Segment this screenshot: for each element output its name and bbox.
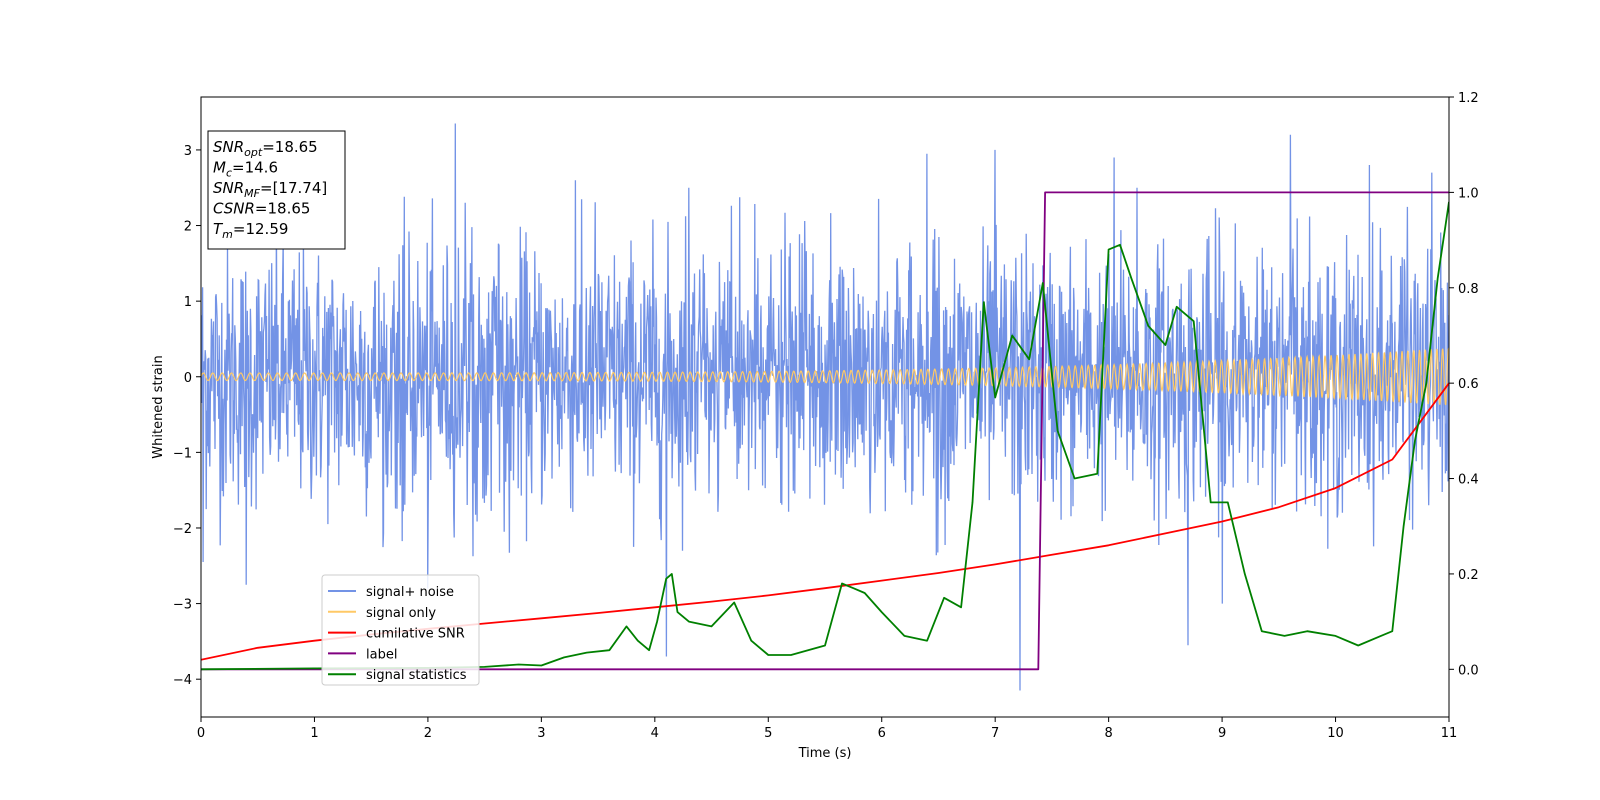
y-tick-label: −1 bbox=[173, 446, 192, 461]
annotation-subscript: c bbox=[226, 167, 232, 180]
x-axis-label: Time (s) bbox=[798, 746, 852, 761]
series-line-signal-statistics bbox=[201, 201, 1449, 671]
y2-tick-label: 0.2 bbox=[1458, 568, 1479, 583]
x-tick-label: 2 bbox=[424, 726, 432, 741]
annotation-symbol: SNR bbox=[213, 179, 244, 197]
annotation-value: =18.65 bbox=[262, 138, 318, 156]
series-line-label bbox=[201, 191, 1449, 671]
y2-tick-label: 0.0 bbox=[1458, 663, 1479, 678]
legend-frame bbox=[321, 574, 480, 686]
x-tick-label: 5 bbox=[764, 726, 772, 741]
legend-label: label bbox=[366, 647, 397, 662]
y-tick-label: −4 bbox=[173, 673, 192, 688]
y-axis-label: Whitened strain bbox=[151, 355, 166, 458]
annotation-value: =18.65 bbox=[255, 200, 311, 218]
annotation-symbol: SNR bbox=[213, 138, 244, 156]
x-tick-label: 1 bbox=[310, 726, 318, 741]
annotation-subscript: m bbox=[222, 228, 233, 241]
y2-tick-label: 1.2 bbox=[1458, 91, 1479, 106]
annotation-line: CSNR=18.65 bbox=[213, 200, 310, 218]
x-tick-label: 6 bbox=[878, 726, 886, 741]
x-tick-label: 3 bbox=[537, 726, 545, 741]
y-tick-label: 1 bbox=[184, 295, 192, 310]
legend-label: signal statistics bbox=[366, 668, 467, 683]
annotation-value: =[17.74] bbox=[260, 179, 327, 197]
y-tick-label: 0 bbox=[184, 371, 192, 386]
x-tick-label: 4 bbox=[651, 726, 659, 741]
x-axis: 0 1 2 3 4 5 6 7 8 9 10 11 bbox=[197, 717, 1457, 741]
annotation-box: SNRopt=18.65Mc=14.6SNRMF=[17.74]CSNR=18.… bbox=[207, 130, 346, 250]
y-tick-label: 2 bbox=[184, 220, 192, 235]
y-tick-label: −2 bbox=[173, 522, 192, 537]
x-tick-label: 0 bbox=[197, 726, 205, 741]
y-tick-label: −3 bbox=[173, 598, 192, 613]
x-tick-label: 11 bbox=[1441, 726, 1458, 741]
y2-tick-label: 0.4 bbox=[1458, 473, 1479, 488]
annotation-line: SNRopt=18.65 bbox=[213, 138, 318, 159]
annotation-line: Tm=12.59 bbox=[213, 220, 288, 241]
y2-tick-label: 1.0 bbox=[1458, 186, 1479, 201]
series-line-signal-only bbox=[201, 346, 1449, 406]
axes-frame bbox=[200, 96, 1450, 718]
legend: signal+ noise signal only cumilative SNR la… bbox=[321, 574, 480, 686]
annotation-subscript: MF bbox=[244, 187, 260, 200]
annotation-value: =12.59 bbox=[233, 220, 289, 238]
y-axis-right: 0.0 0.2 0.4 0.6 0.8 1.0 1.2 bbox=[1449, 91, 1479, 678]
y-tick-label: 3 bbox=[184, 144, 192, 159]
annotation-subscript: opt bbox=[244, 146, 263, 159]
y2-tick-label: 0.6 bbox=[1458, 377, 1479, 392]
annotation-symbol: M bbox=[213, 159, 226, 177]
x-tick-label: 9 bbox=[1218, 726, 1226, 741]
x-tick-label: 8 bbox=[1104, 726, 1112, 741]
legend-label: cumilative SNR bbox=[366, 627, 465, 642]
series-line-signal-noise bbox=[201, 123, 1449, 691]
annotation-value: =14.6 bbox=[232, 159, 278, 177]
annotation-symbol: T bbox=[213, 220, 224, 238]
y-axis-left: −4 −3 −2 −1 0 1 2 3 bbox=[173, 144, 201, 688]
x-tick-label: 10 bbox=[1327, 726, 1344, 741]
legend-label: signal+ noise bbox=[366, 585, 454, 600]
annotation-frame bbox=[207, 130, 346, 250]
annotation-symbol: CSNR bbox=[213, 200, 255, 218]
annotation-line: SNRMF=[17.74] bbox=[213, 179, 327, 200]
x-tick-label: 7 bbox=[991, 726, 999, 741]
legend-label: signal only bbox=[366, 606, 436, 621]
y2-tick-label: 0.8 bbox=[1458, 282, 1479, 297]
annotation-line: Mc=14.6 bbox=[213, 159, 278, 180]
